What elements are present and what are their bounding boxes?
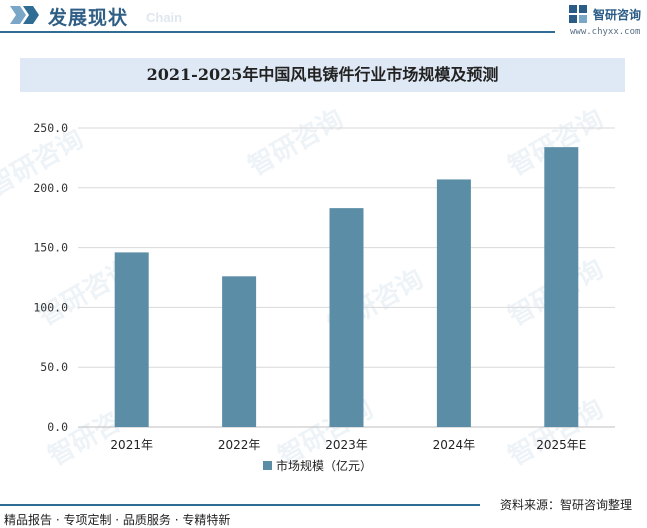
header-divider xyxy=(0,31,555,33)
brand-name: 智研咨询 xyxy=(593,8,642,22)
y-tick-label: 100.0 xyxy=(33,300,68,314)
section-title: 发展现状 xyxy=(48,7,129,29)
x-tick-label: 2023年 xyxy=(325,438,368,452)
y-tick-label: 50.0 xyxy=(40,360,68,374)
chart-title: 2021-2025年中国风电铸件行业市场规模及预测 xyxy=(146,65,499,84)
y-tick-label: 0.0 xyxy=(47,420,68,434)
legend-swatch xyxy=(263,461,272,470)
bar-1 xyxy=(114,252,149,427)
y-tick-label: 250.0 xyxy=(33,121,68,135)
y-tick-label: 150.0 xyxy=(33,241,68,255)
bar-2 xyxy=(222,276,257,427)
y-tick-label: 200.0 xyxy=(33,181,68,195)
bar-3 xyxy=(329,208,364,427)
footer-divider xyxy=(0,504,480,506)
footer-tagline: 精品报告 · 专项定制 · 品质服务 · 专精特新 xyxy=(4,513,231,527)
chart-title-band: 2021-2025年中国风电铸件行业市场规模及预测 xyxy=(20,58,625,92)
bar-4 xyxy=(436,179,471,427)
section-title-en: Chain xyxy=(146,10,183,25)
brand-logo-icon xyxy=(569,5,587,23)
section-icon xyxy=(10,6,39,24)
footer-source: 资料来源：智研咨询整理 xyxy=(500,498,633,512)
x-tick-label: 2022年 xyxy=(218,438,261,452)
x-tick-label: 2024年 xyxy=(433,438,476,452)
bar-5 xyxy=(544,147,579,428)
legend-label: 市场规模（亿元） xyxy=(276,458,372,473)
x-tick-label: 2021年 xyxy=(110,438,153,452)
brand-url: www.chyxx.com xyxy=(570,27,641,37)
watermark-text: 智研咨询 xyxy=(243,103,349,182)
x-tick-label: 2025年E xyxy=(536,438,586,452)
